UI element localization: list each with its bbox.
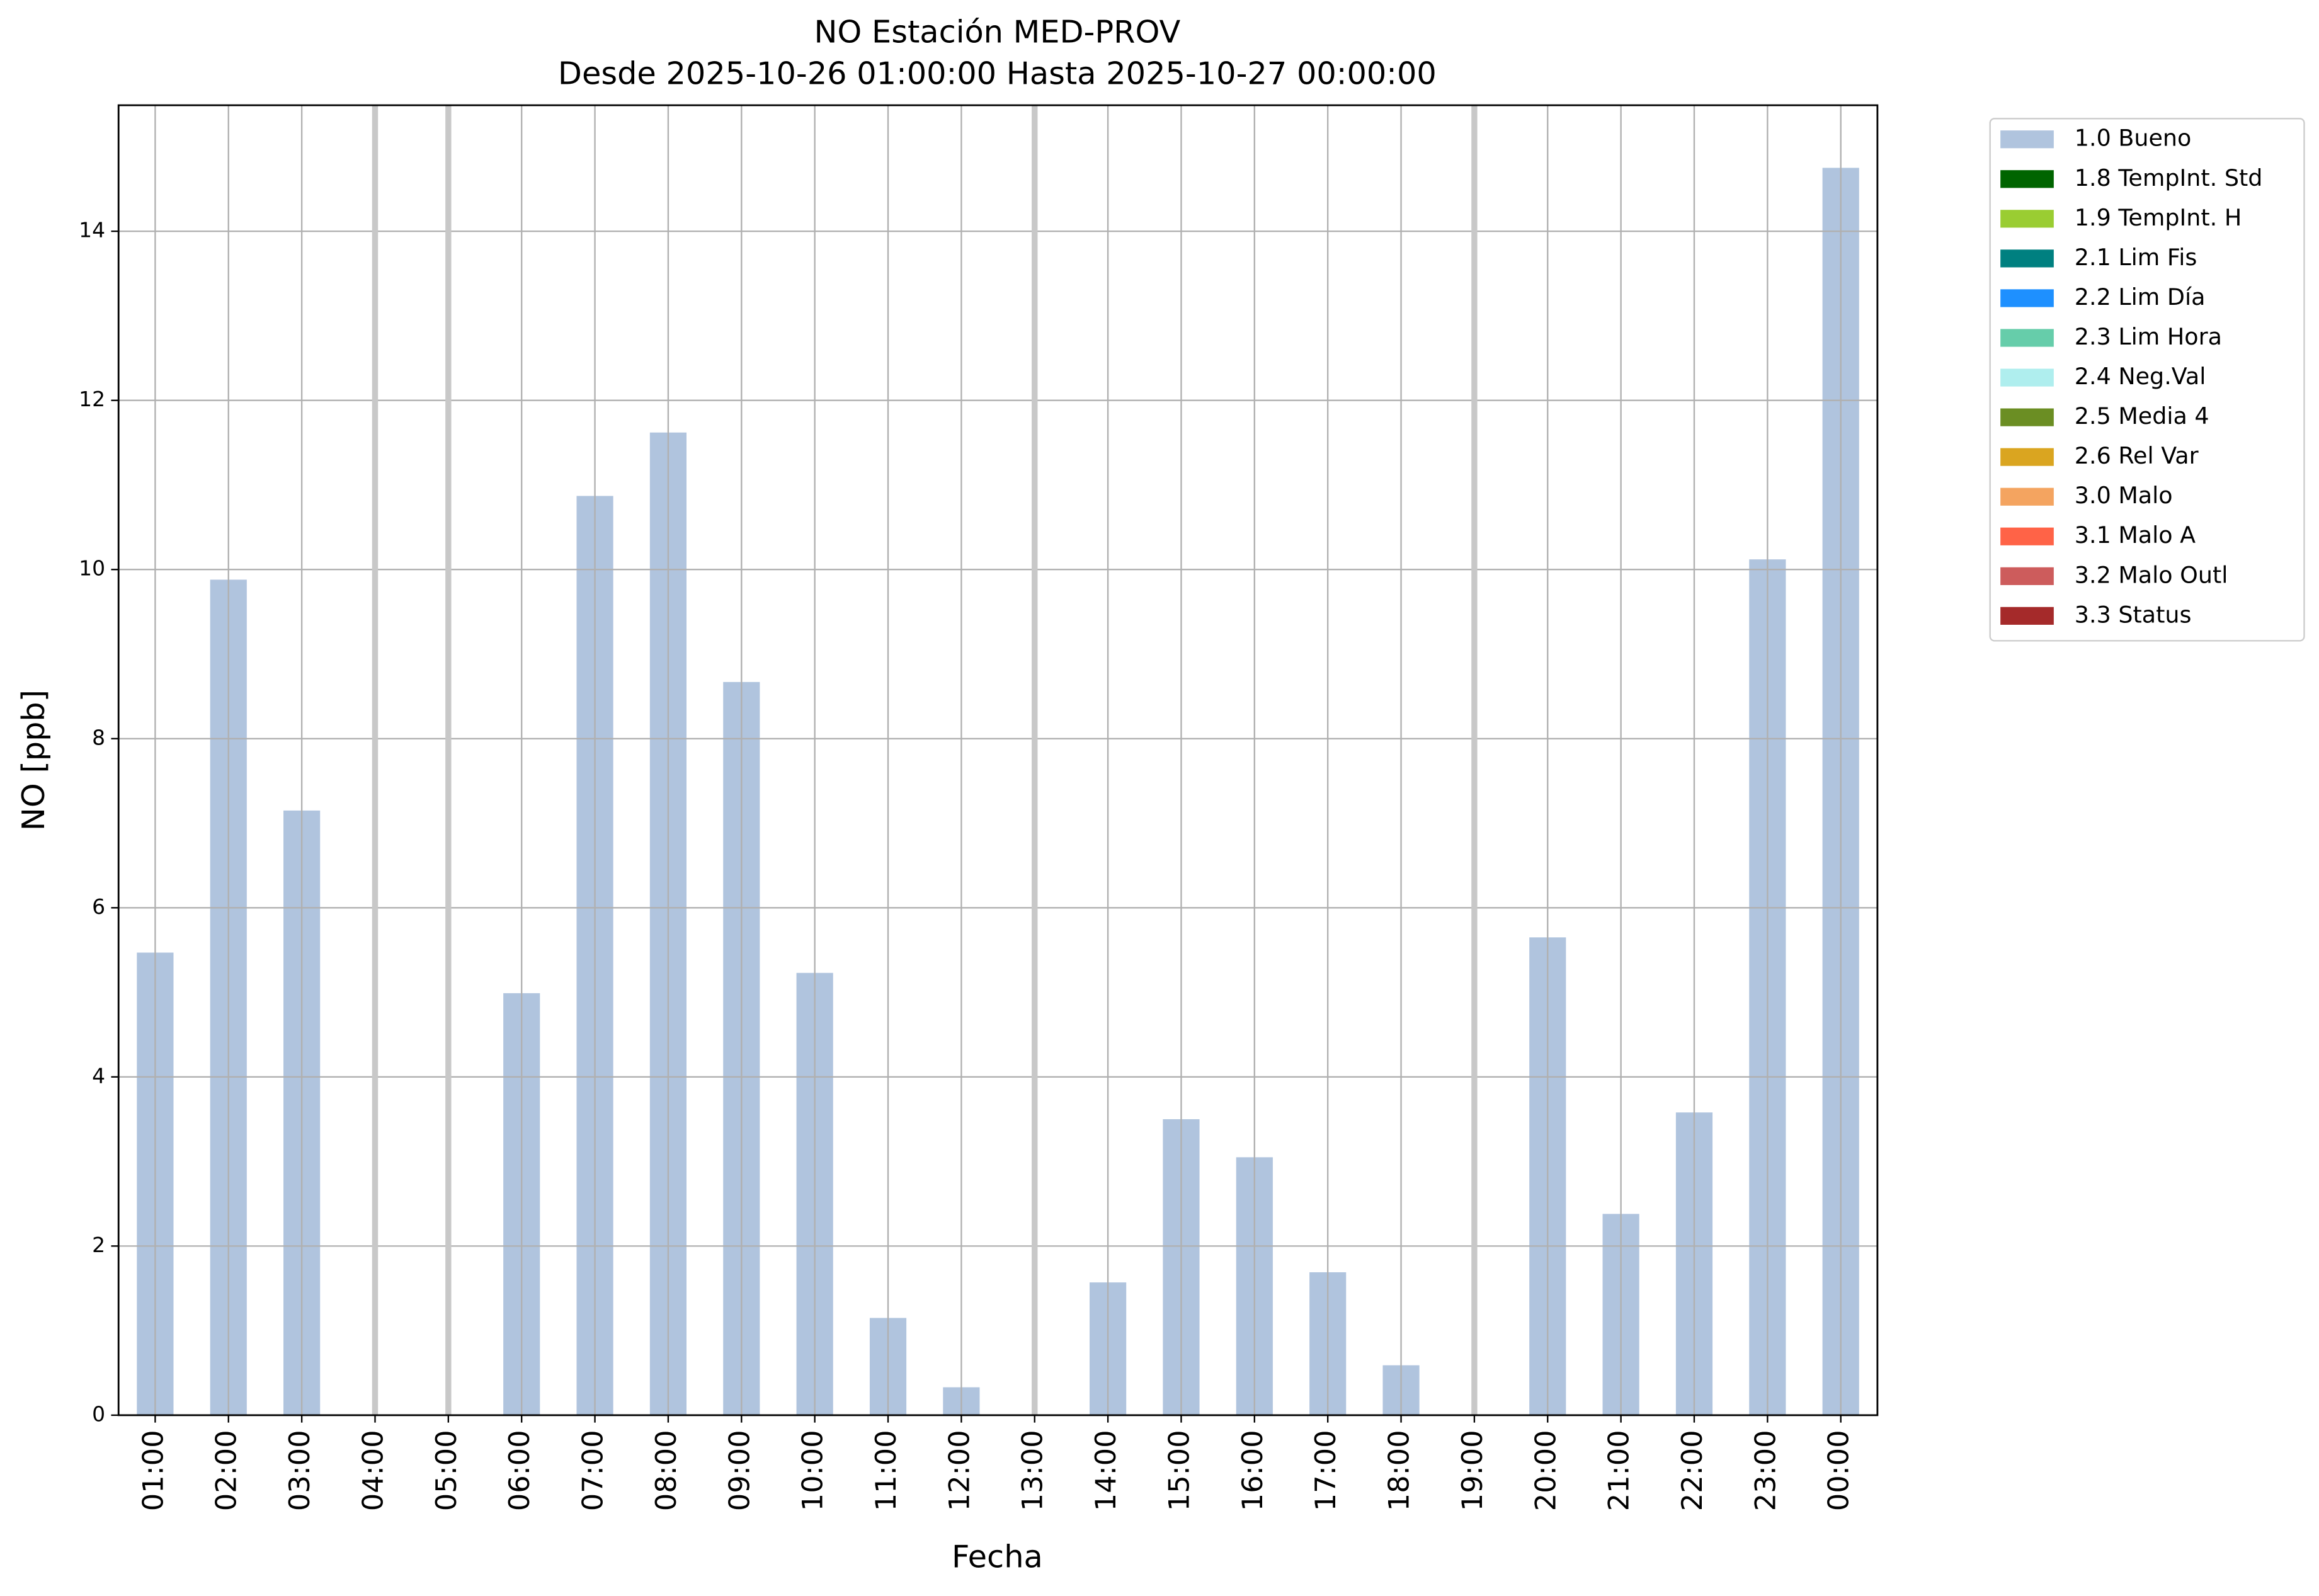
legend-swatch (2000, 408, 2054, 426)
y-tick-label: 10 (79, 556, 105, 581)
legend-swatch (2000, 607, 2054, 625)
legend-label: 2.2 Lim Día (2075, 283, 2206, 311)
x-tick-label: 21:00 (1603, 1430, 1636, 1511)
legend-label: 2.3 Lim Hora (2075, 323, 2222, 350)
y-tick-label: 8 (92, 725, 105, 750)
x-tick-label: 08:00 (650, 1430, 683, 1511)
x-tick-label: 00:00 (1823, 1430, 1855, 1511)
y-axis-label: NO [ppb] (15, 690, 52, 831)
x-tick-label: 10:00 (797, 1430, 829, 1511)
x-tick-label: 22:00 (1676, 1430, 1709, 1511)
x-tick-label: 07:00 (577, 1430, 610, 1511)
y-tick-label: 0 (92, 1401, 105, 1426)
legend-label: 3.3 Status (2075, 601, 2192, 628)
x-tick-label: 20:00 (1529, 1430, 1562, 1511)
x-tick-label: 11:00 (870, 1430, 903, 1511)
x-tick-label: 05:00 (430, 1430, 463, 1511)
legend-swatch (2000, 487, 2054, 506)
x-tick-label: 04:00 (356, 1430, 389, 1511)
legend-label: 2.6 Rel Var (2075, 442, 2199, 469)
legend-swatch (2000, 249, 2054, 268)
x-tick-label: 15:00 (1163, 1430, 1195, 1511)
legend-swatch (2000, 329, 2054, 347)
x-tick-label: 23:00 (1749, 1430, 1782, 1511)
legend-swatch (2000, 448, 2054, 466)
legend-label: 2.5 Media 4 (2075, 402, 2209, 430)
legend-swatch (2000, 210, 2054, 228)
legend-label: 1.9 TempInt. H (2075, 204, 2242, 231)
legend-swatch (2000, 170, 2054, 188)
x-tick-label: 18:00 (1383, 1430, 1416, 1511)
x-tick-label: 19:00 (1456, 1430, 1489, 1511)
legend-swatch (2000, 368, 2054, 387)
legend-label: 1.0 Bueno (2075, 125, 2192, 152)
x-tick-label: 09:00 (723, 1430, 756, 1511)
legend-label: 1.8 TempInt. Std (2075, 164, 2263, 191)
x-tick-label: 14:00 (1090, 1430, 1122, 1511)
legend-label: 2.4 Neg.Val (2075, 363, 2206, 390)
legend-swatch (2000, 130, 2054, 149)
legend-label: 3.2 Malo Outl (2075, 561, 2228, 588)
x-tick-label: 06:00 (503, 1430, 536, 1511)
legend-box (1989, 118, 2305, 642)
y-tick-label: 4 (92, 1063, 105, 1088)
x-tick-label: 16:00 (1236, 1430, 1269, 1511)
x-tick-label: 03:00 (283, 1430, 316, 1511)
legend-swatch (2000, 527, 2054, 545)
x-tick-label: 13:00 (1017, 1430, 1049, 1511)
legend-label: 3.1 Malo A (2075, 522, 2196, 549)
y-tick-label: 2 (92, 1233, 105, 1257)
legend-label: 2.1 Lim Fis (2075, 244, 2197, 271)
chart-title: NO Estación MED-PROV (814, 14, 1180, 50)
y-tick-label: 14 (79, 218, 105, 242)
legend-swatch (2000, 289, 2054, 307)
x-tick-label: 01:00 (137, 1430, 169, 1511)
chart-subtitle: Desde 2025-10-26 01:00:00 Hasta 2025-10-… (558, 55, 1437, 92)
x-tick-label: 17:00 (1309, 1430, 1342, 1511)
legend-label: 3.0 Malo (2075, 482, 2173, 509)
x-tick-label: 02:00 (210, 1430, 243, 1511)
y-tick-label: 12 (79, 387, 105, 411)
x-axis-label: Fecha (952, 1539, 1043, 1575)
x-tick-label: 12:00 (943, 1430, 976, 1511)
y-tick-label: 6 (92, 894, 105, 919)
plot-frame (117, 104, 1879, 1416)
legend-swatch (2000, 567, 2054, 585)
